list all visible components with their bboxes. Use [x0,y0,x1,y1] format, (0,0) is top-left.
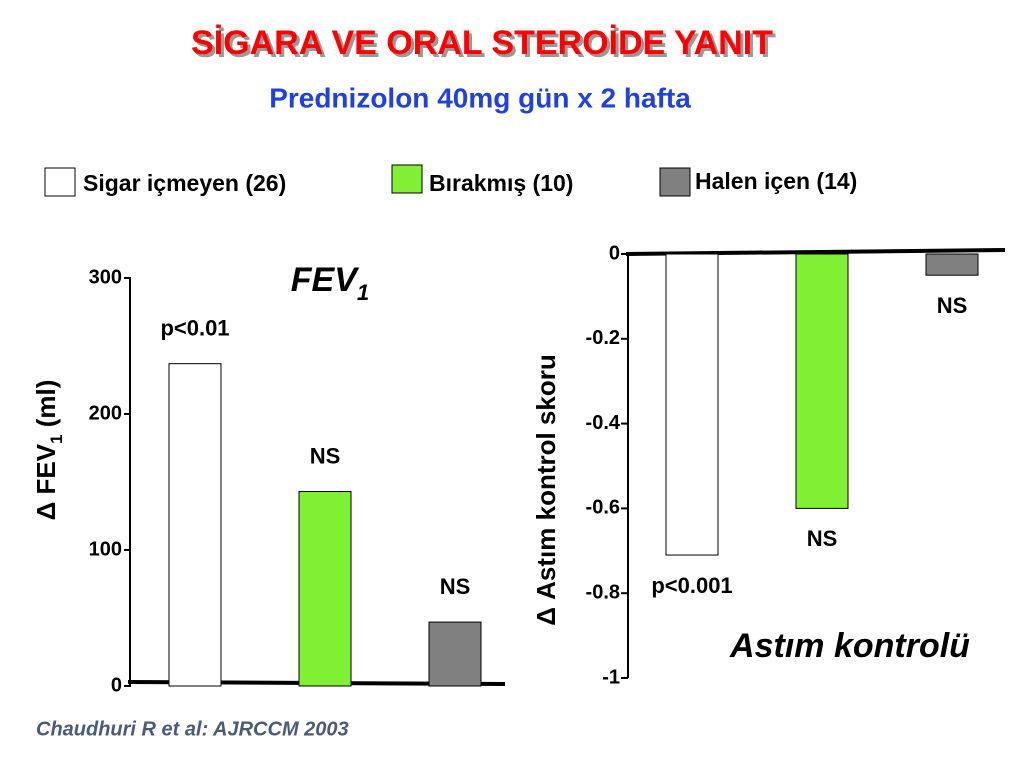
legend-label: Bırakmış (10) [429,170,573,196]
y-axis-label-part: 1 [47,435,66,444]
y-axis-label-part: Δ FEV [31,443,61,520]
y-axis-label-part: (ml) [31,380,61,435]
y-tick-label: -0.6 [586,497,620,519]
legend-swatch [659,167,691,197]
annotation: NS [937,293,968,318]
title-shadow: SİGARA VE ORAL STEROİDE YANIT [194,27,776,65]
y-tick-label: -1 [602,666,620,688]
bar [298,491,352,687]
chart-title-part: 1 [357,280,369,305]
subtitle: Prednizolon 40mg gün x 2 hafta [269,82,691,113]
annotation: p<0.01 [160,315,229,340]
legend-swatch [44,167,76,197]
y-tick-label: 200 [89,402,122,424]
y-tick-label: 100 [89,538,122,560]
bar [168,363,222,687]
legend-swatch [391,164,423,194]
bar [665,253,719,556]
y-tick-label: 0 [609,242,620,264]
chart-title-part: Astım kontrolü [729,627,970,665]
y-tick-label: -0.2 [586,327,620,349]
y-tick-label: -0.8 [586,581,620,603]
legend-label: Halen içen (14) [695,168,857,194]
y-tick-label: 0 [111,674,122,696]
x-axis [625,248,1006,256]
chart-title-part: FEV [291,261,360,299]
chart-title: FEV1 [291,261,369,305]
y-tick-label: -0.4 [586,412,621,434]
title: SİGARA VE ORAL STEROİDE YANIT [191,24,773,62]
footnote: Chaudhuri R et al: AJRCCM 2003 [36,718,349,740]
bar [428,621,482,687]
chart-title: Astım kontrolü [729,627,970,665]
annotation: NS [807,526,838,551]
annotation: NS [440,574,471,599]
y-axis-label-part: Δ Astım kontrol skoru [531,354,561,626]
bar [925,253,979,276]
legend-label: Sigar içmeyen (26) [83,170,286,196]
y-axis-label: Δ Astım kontrol skoru [531,354,561,626]
annotation: NS [310,443,341,468]
y-tick-label: 300 [89,266,122,288]
y-axis-label: Δ FEV1 (ml) [31,380,66,521]
bar [795,253,849,509]
annotation: p<0.001 [651,573,732,598]
